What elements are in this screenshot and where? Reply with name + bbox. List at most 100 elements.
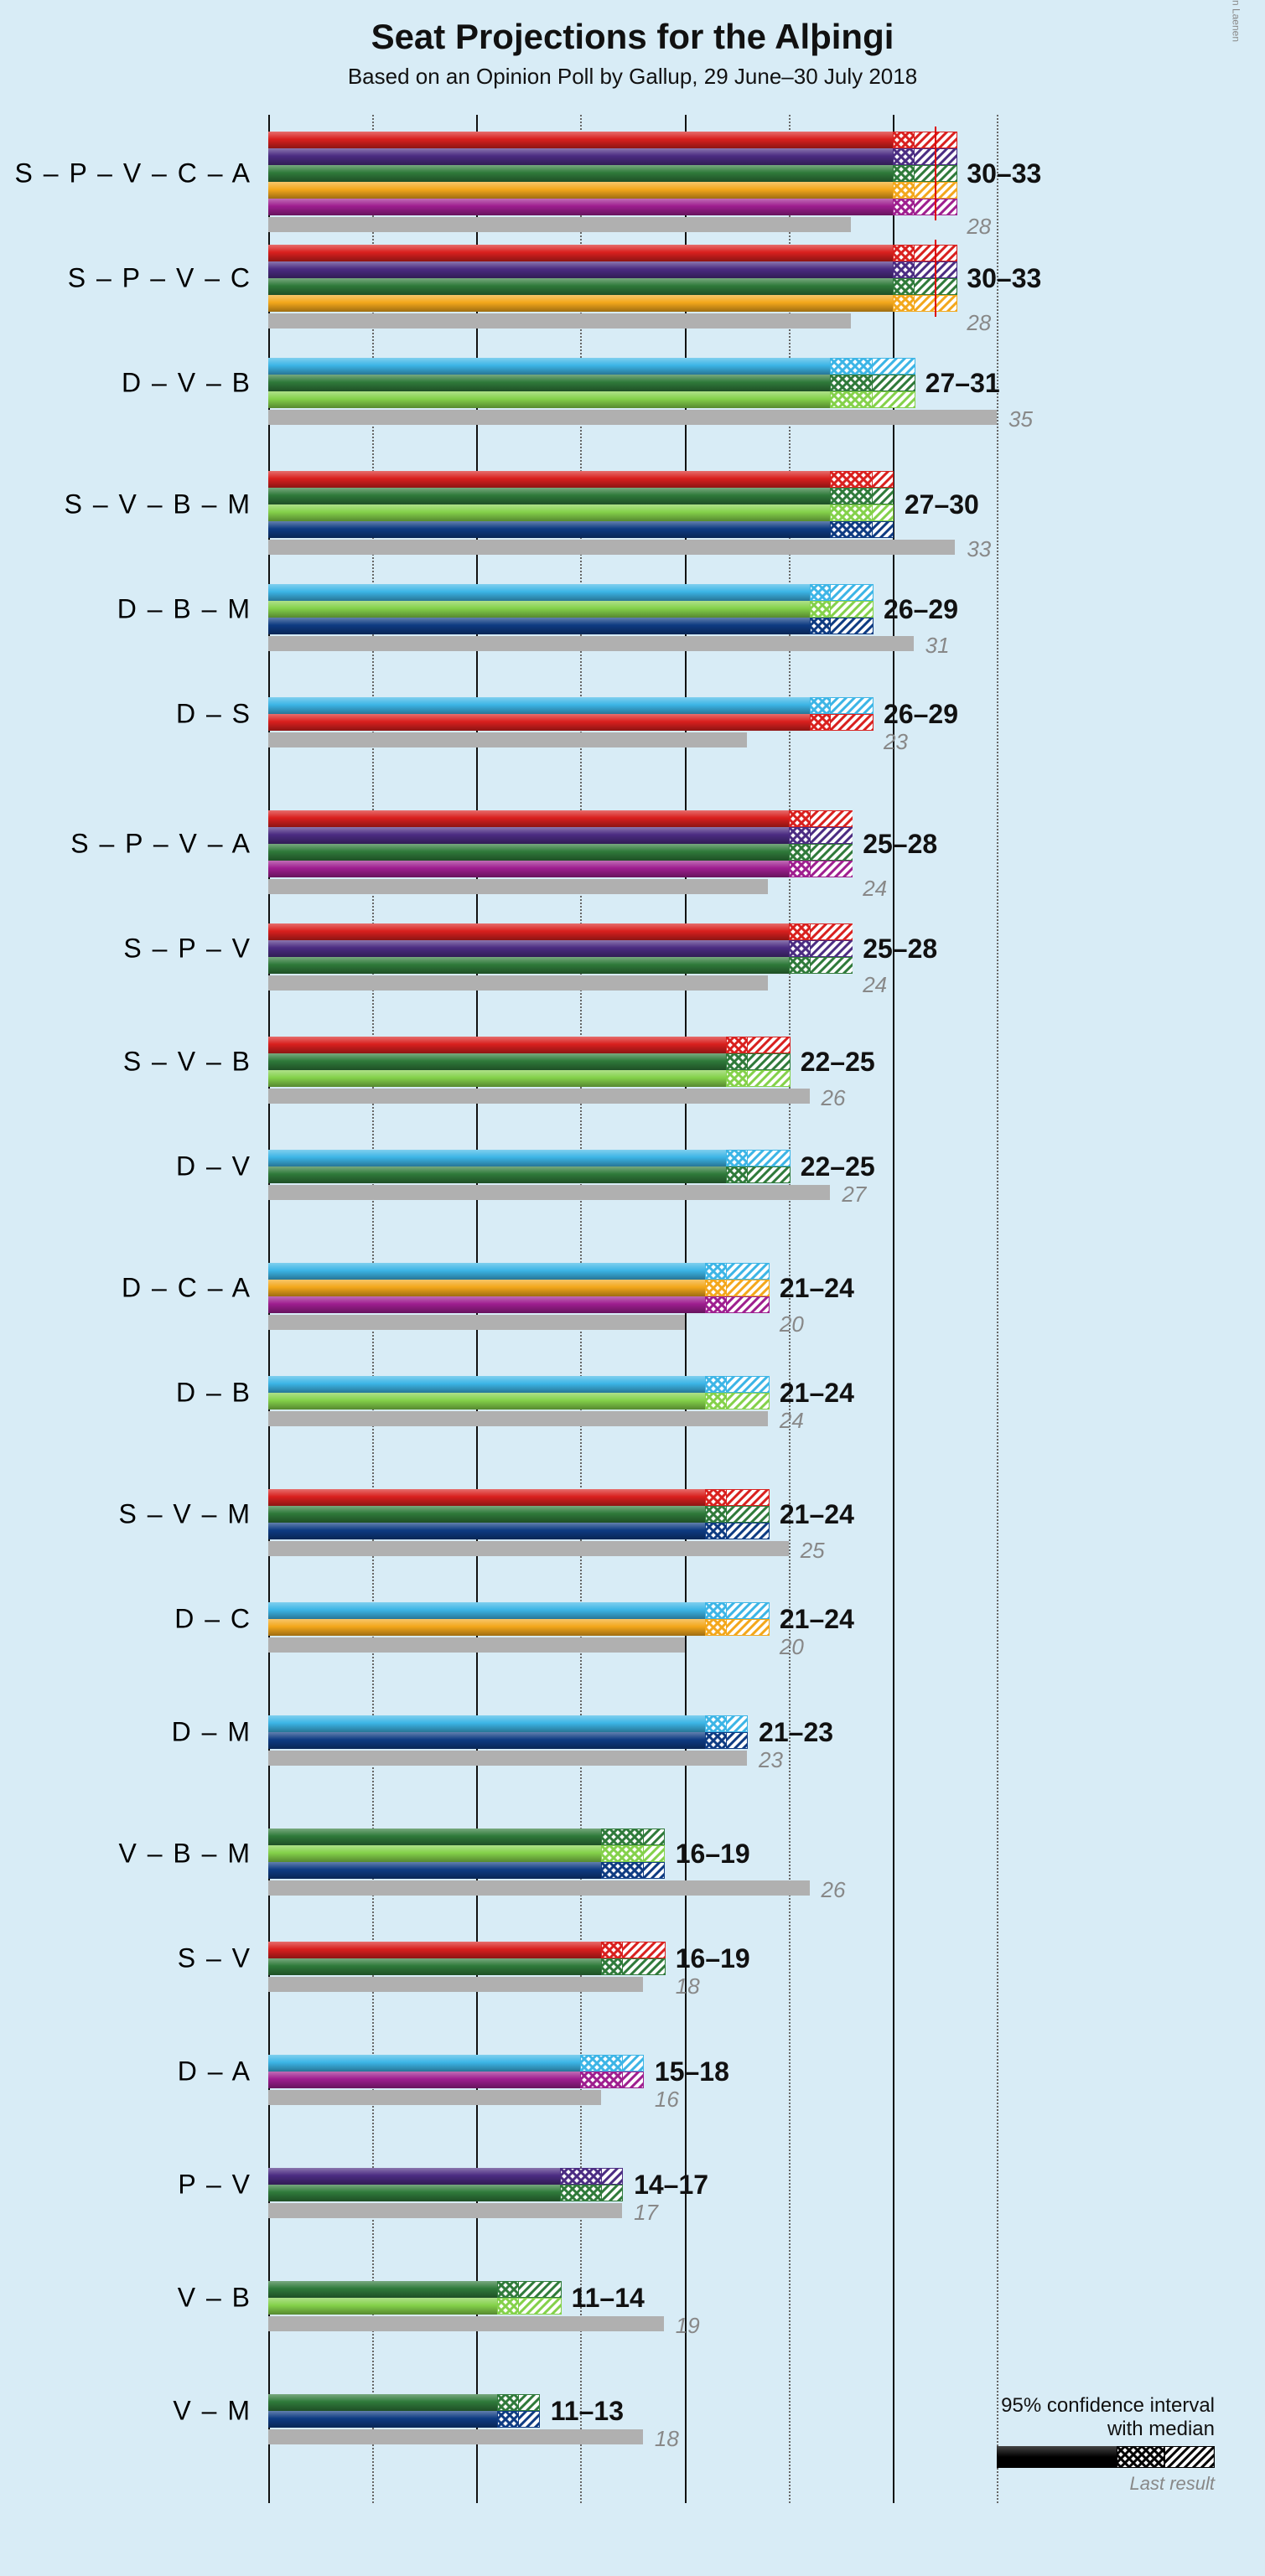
party-stripe [268, 1489, 705, 1506]
ci-upper [872, 391, 915, 408]
value-label: 27–31 [925, 368, 1000, 399]
last-result-label: 27 [842, 1182, 866, 1208]
ci-upper [747, 1053, 791, 1070]
legend: 95% confidence intervalwith median Last … [997, 2394, 1215, 2495]
ci-upper [726, 1506, 770, 1523]
party-stripe [268, 1296, 705, 1313]
last-result-label: 16 [655, 2087, 679, 2113]
party-stripe [268, 2281, 497, 2298]
last-result-bar [268, 975, 768, 991]
ci-upper [830, 618, 874, 634]
ci-upper [726, 1602, 770, 1619]
last-result-bar [268, 2203, 622, 2218]
coalition-row: V – M 11–1318 [268, 2394, 997, 2448]
party-stripe [268, 1150, 726, 1166]
last-result-bar [268, 410, 997, 425]
ci-upper [726, 1715, 748, 1732]
last-result-bar [268, 1751, 747, 1766]
chart-container: © 2020 Filip van Laenen Seat Projections… [17, 17, 1248, 2503]
coalition-label: S – V [178, 1943, 268, 1974]
ci-lower [705, 1489, 727, 1506]
ci-upper [747, 1150, 791, 1166]
ci-lower [789, 861, 811, 877]
ci-upper [622, 2072, 644, 2088]
ci-lower [893, 182, 915, 199]
party-stripe [268, 245, 893, 261]
ci-lower [601, 1958, 623, 1975]
ci-upper [810, 923, 853, 940]
party-stripe [268, 1602, 705, 1619]
party-stripe [268, 1829, 601, 1845]
last-result-label: 28 [967, 214, 991, 240]
coalition-label: V – B – M [119, 1839, 269, 1870]
party-stripe [268, 1376, 705, 1393]
party-stripe [268, 2411, 497, 2428]
party-stripe [268, 132, 893, 148]
last-result-label: 19 [676, 2313, 700, 2339]
ci-lower [497, 2394, 519, 2411]
ci-lower [726, 1150, 748, 1166]
value-label: 21–23 [759, 1717, 833, 1748]
coalition-row: D – C 21–2420 [268, 1602, 997, 1656]
coalition-row: D – M 21–2323 [268, 1715, 997, 1769]
last-result-label: 35 [1008, 406, 1033, 432]
coalition-row: S – V – M 21–2425 [268, 1489, 997, 1560]
value-label: 21–24 [780, 1604, 854, 1635]
party-stripe [268, 1506, 705, 1523]
ci-lower [893, 199, 915, 215]
coalition-label: S – V – B [123, 1047, 268, 1078]
last-result-bar [268, 540, 955, 555]
ci-lower [705, 1296, 727, 1313]
party-stripe [268, 1166, 726, 1183]
coalition-label: D – B [176, 1378, 268, 1409]
ci-upper [810, 844, 853, 861]
last-result-label: 18 [655, 2426, 679, 2452]
ci-lower [893, 132, 915, 148]
last-result-label: 23 [884, 729, 908, 755]
ci-lower [830, 391, 874, 408]
last-result-label: 24 [863, 876, 887, 902]
ci-lower [830, 471, 874, 488]
value-label: 15–18 [655, 2056, 729, 2087]
coalition-label: D – C – A [122, 1273, 268, 1304]
last-result-label: 25 [801, 1538, 825, 1564]
party-stripe [268, 940, 789, 957]
ci-lower [893, 245, 915, 261]
coalition-row: D – C – A 21–2420 [268, 1263, 997, 1333]
party-stripe [268, 1715, 705, 1732]
ci-lower [789, 923, 811, 940]
legend-bar [997, 2446, 1215, 2468]
last-result-bar [268, 1541, 789, 1556]
value-label: 22–25 [801, 1047, 875, 1078]
ci-upper [726, 1263, 770, 1280]
party-stripe [268, 504, 830, 521]
ci-upper [830, 584, 874, 601]
last-result-bar [268, 1185, 830, 1200]
coalition-row: D – S 26–2923 [268, 697, 997, 751]
party-stripe [268, 2185, 560, 2201]
coalition-row: D – B – M 26–2931 [268, 584, 997, 654]
ci-lower [726, 1053, 748, 1070]
ci-upper [830, 697, 874, 714]
value-label: 11–13 [551, 2396, 624, 2427]
ci-lower [705, 1263, 727, 1280]
ci-upper [872, 504, 894, 521]
coalition-row: S – P – V – C [268, 245, 997, 332]
ci-upper [518, 2281, 562, 2298]
party-stripe [268, 2168, 560, 2185]
ci-lower [601, 1942, 623, 1958]
last-result-bar [268, 1089, 810, 1104]
coalition-row: S – P – V – C – A [268, 132, 997, 235]
last-result-bar [268, 1880, 810, 1896]
coalition-label: S – P – V – C [68, 263, 268, 294]
coalition-label: D – A [178, 2056, 268, 2087]
ci-upper [872, 488, 894, 504]
ci-upper [518, 2394, 540, 2411]
ci-upper [872, 521, 894, 538]
ci-upper [622, 2055, 644, 2072]
party-stripe [268, 2055, 580, 2072]
ci-lower [580, 2055, 624, 2072]
last-result-label: 24 [863, 972, 887, 998]
party-stripe [268, 2298, 497, 2315]
last-result-bar [268, 732, 747, 747]
